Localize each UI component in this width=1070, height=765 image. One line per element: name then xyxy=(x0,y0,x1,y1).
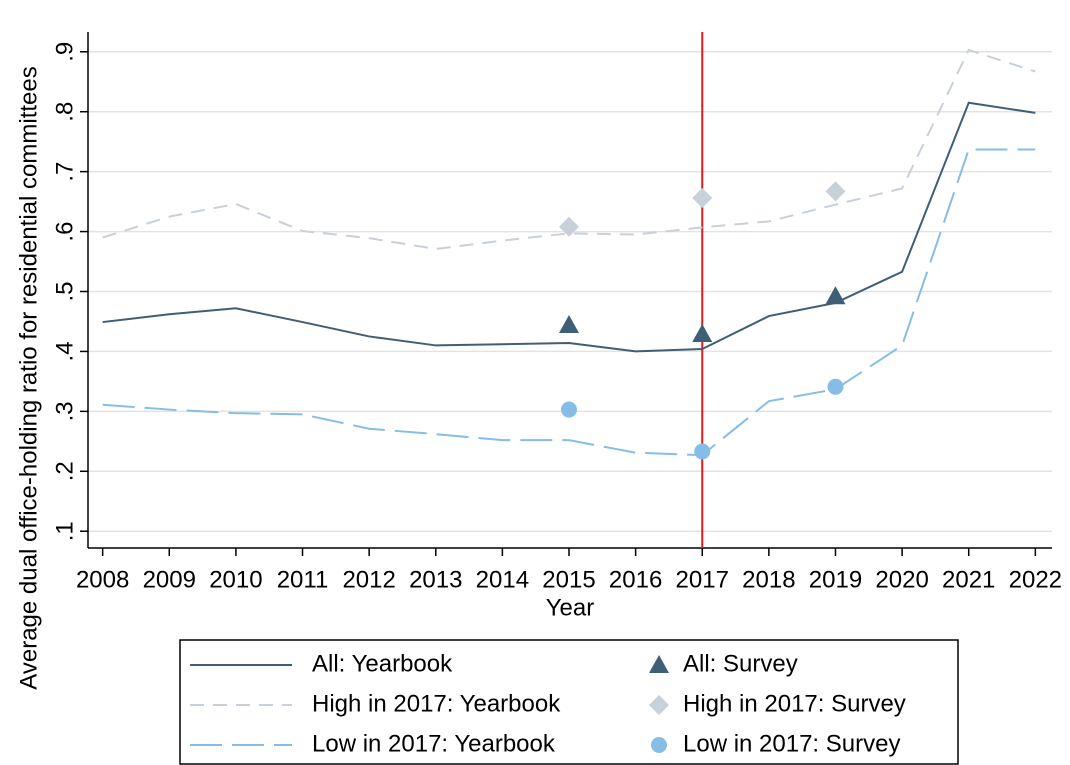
legend-swatch xyxy=(649,695,669,715)
x-tick-label: 2022 xyxy=(1009,566,1062,593)
diamond-marker xyxy=(825,181,846,202)
legend-label: All: Yearbook xyxy=(312,650,453,677)
x-tick-label: 2008 xyxy=(76,566,129,593)
x-tick-label: 2017 xyxy=(676,566,729,593)
y-tick-label: .5 xyxy=(51,281,78,301)
legend-swatch xyxy=(651,737,667,753)
x-tick-label: 2016 xyxy=(609,566,662,593)
series-line xyxy=(102,101,1036,353)
triangle-marker xyxy=(559,315,580,334)
legend-label: High in 2017: Yearbook xyxy=(312,690,561,717)
legend-swatch xyxy=(649,655,669,673)
y-tick-label: .7 xyxy=(51,162,78,182)
legend-box xyxy=(179,639,959,765)
circle-marker xyxy=(694,443,711,460)
diamond-marker xyxy=(559,216,580,237)
x-tick-label: 2019 xyxy=(809,566,862,593)
y-tick-label: .4 xyxy=(51,341,78,361)
y-tick-label: .8 xyxy=(51,102,78,122)
y-tick-label: .6 xyxy=(51,222,78,242)
y-tick-label: .2 xyxy=(51,461,78,481)
x-tick-label: 2009 xyxy=(143,566,196,593)
x-tick-label: 2018 xyxy=(742,566,795,593)
triangle-marker xyxy=(825,286,846,305)
triangle-marker xyxy=(692,324,713,343)
legend-label: Low in 2017: Yearbook xyxy=(312,730,556,757)
series-line xyxy=(102,148,1036,457)
diamond-marker xyxy=(692,188,713,209)
circle-marker xyxy=(827,378,844,395)
circle-marker xyxy=(561,401,578,418)
y-tick-label: .9 xyxy=(51,42,78,62)
x-tick-label: 2010 xyxy=(209,566,262,593)
legend-label: Low in 2017: Survey xyxy=(683,730,900,757)
legend-label: High in 2017: Survey xyxy=(683,690,906,717)
y-axis-title: Average dual office-holding ratio for re… xyxy=(15,66,42,689)
y-tick-label: .1 xyxy=(51,521,78,541)
x-tick-label: 2021 xyxy=(942,566,995,593)
series-line xyxy=(102,48,1036,250)
y-tick-label: .3 xyxy=(51,401,78,421)
x-tick-label: 2015 xyxy=(542,566,595,593)
x-axis-title: Year xyxy=(546,594,595,621)
x-tick-label: 2013 xyxy=(409,566,462,593)
legend-label: All: Survey xyxy=(683,650,798,677)
x-tick-label: 2011 xyxy=(277,566,329,593)
x-tick-label: 2014 xyxy=(476,566,529,593)
x-tick-label: 2020 xyxy=(875,566,928,593)
x-tick-label: 2012 xyxy=(342,566,395,593)
